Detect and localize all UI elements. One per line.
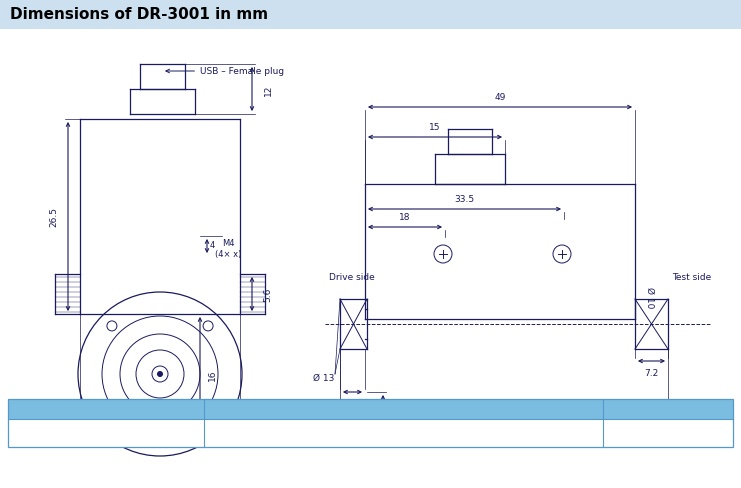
Text: 26.5: 26.5	[50, 207, 59, 227]
Text: Ø 13: Ø 13	[313, 373, 334, 382]
Text: 1/4°: 1/4°	[393, 428, 413, 438]
Text: 15: 15	[429, 123, 441, 132]
Text: 64: 64	[498, 441, 510, 449]
Text: 33.5: 33.5	[454, 195, 474, 204]
Text: 12: 12	[264, 84, 273, 96]
FancyBboxPatch shape	[0, 0, 741, 30]
Text: 7.2: 7.2	[645, 369, 659, 378]
Text: Drive side: Drive side	[329, 273, 375, 282]
Text: Square: Square	[385, 404, 422, 414]
FancyBboxPatch shape	[8, 399, 733, 419]
Text: USB – Female plug: USB – Female plug	[166, 67, 284, 76]
Text: 16: 16	[207, 368, 216, 380]
Text: 6.5: 6.5	[345, 400, 359, 408]
Text: 49: 49	[494, 93, 505, 102]
Text: Weight [kg]: Weight [kg]	[637, 404, 698, 414]
Text: 0.2: 0.2	[660, 428, 676, 438]
Text: Test side: Test side	[672, 273, 711, 282]
Text: (4× x): (4× x)	[215, 250, 241, 259]
Text: 32: 32	[154, 440, 166, 448]
Text: Dimensions of DR-3001 in mm: Dimensions of DR-3001 in mm	[10, 7, 268, 22]
Text: 4: 4	[210, 241, 215, 250]
Text: 5.6: 5.6	[264, 287, 273, 302]
Text: Rated Torque [N·m]: Rated Torque [N·m]	[56, 404, 156, 414]
Text: Ø 10: Ø 10	[645, 287, 654, 308]
Circle shape	[158, 372, 162, 377]
Text: 0.1/0.2/0.5/1/2/5/10/15/20: 0.1/0.2/0.5/1/2/5/10/15/20	[42, 428, 170, 438]
Text: 8: 8	[389, 406, 395, 415]
FancyBboxPatch shape	[8, 419, 733, 447]
Text: M4: M4	[222, 239, 234, 248]
Text: 18: 18	[399, 213, 411, 222]
